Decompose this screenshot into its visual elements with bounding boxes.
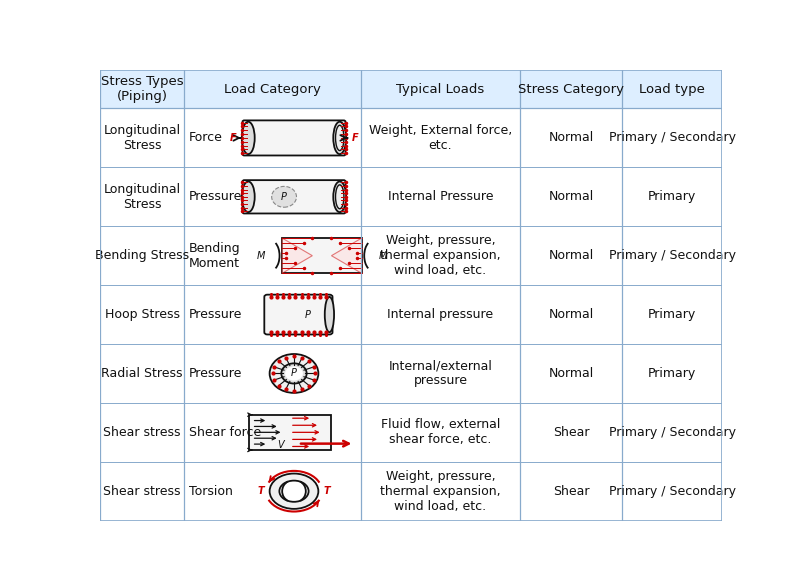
Ellipse shape — [334, 122, 346, 154]
Text: V: V — [277, 441, 283, 450]
Bar — [100, 70, 722, 108]
Text: Normal: Normal — [549, 132, 593, 144]
Text: P: P — [305, 309, 310, 319]
Circle shape — [279, 481, 309, 502]
Ellipse shape — [282, 363, 306, 384]
Text: Typical Loads: Typical Loads — [396, 83, 484, 96]
Ellipse shape — [334, 181, 346, 212]
Text: Normal: Normal — [549, 367, 593, 380]
Text: Bending
Moment: Bending Moment — [189, 242, 241, 270]
Bar — [100, 285, 722, 344]
Bar — [249, 415, 330, 450]
Text: Pressure: Pressure — [189, 190, 242, 204]
Text: P: P — [282, 192, 287, 202]
Text: T: T — [257, 486, 265, 496]
Ellipse shape — [242, 181, 255, 212]
Text: Internal pressure: Internal pressure — [387, 308, 493, 321]
Bar — [100, 344, 722, 403]
Polygon shape — [282, 238, 312, 273]
Text: Shear: Shear — [553, 426, 589, 439]
Ellipse shape — [335, 125, 344, 150]
Text: Force: Force — [189, 132, 223, 144]
Text: Pressure: Pressure — [189, 308, 242, 321]
FancyBboxPatch shape — [242, 121, 346, 156]
Text: T: T — [323, 486, 330, 496]
FancyBboxPatch shape — [242, 180, 346, 214]
Text: Load type: Load type — [639, 83, 705, 96]
Text: Primary: Primary — [648, 190, 696, 204]
Text: Internal/external
pressure: Internal/external pressure — [389, 359, 492, 387]
Ellipse shape — [335, 185, 344, 209]
Circle shape — [269, 473, 318, 509]
Text: Internal Pressure: Internal Pressure — [388, 190, 493, 204]
Text: Shear: Shear — [553, 485, 589, 498]
Text: Weight, pressure,
thermal expansion,
wind load, etc.: Weight, pressure, thermal expansion, win… — [380, 234, 501, 277]
Bar — [100, 108, 722, 167]
Text: Primary / Secondary: Primary / Secondary — [609, 132, 735, 144]
Text: Normal: Normal — [549, 308, 593, 321]
Text: Shear stress: Shear stress — [103, 426, 181, 439]
Text: Normal: Normal — [549, 249, 593, 262]
Text: F: F — [351, 133, 358, 143]
Text: Weight, pressure,
thermal expansion,
wind load, etc.: Weight, pressure, thermal expansion, win… — [380, 470, 501, 512]
Polygon shape — [331, 238, 362, 273]
FancyBboxPatch shape — [265, 295, 333, 335]
Text: Pressure: Pressure — [189, 367, 242, 380]
Text: Primary / Secondary: Primary / Secondary — [609, 249, 735, 262]
Text: P: P — [291, 369, 297, 378]
Text: Weight, External force,
etc.: Weight, External force, etc. — [369, 124, 512, 152]
Text: Hoop Stress: Hoop Stress — [105, 308, 180, 321]
Ellipse shape — [286, 366, 303, 380]
Text: M: M — [257, 251, 265, 261]
Text: Radial Stress: Radial Stress — [102, 367, 183, 380]
Ellipse shape — [325, 297, 334, 332]
Text: Stress Types
(Piping): Stress Types (Piping) — [101, 75, 184, 104]
Text: Shear stress: Shear stress — [103, 485, 181, 498]
Text: Longitudinal
Stress: Longitudinal Stress — [103, 124, 180, 152]
Ellipse shape — [269, 354, 318, 393]
Bar — [100, 226, 722, 285]
Bar — [100, 462, 722, 521]
Text: Longitudinal
Stress: Longitudinal Stress — [103, 183, 180, 211]
Bar — [100, 403, 722, 462]
Text: Primary: Primary — [648, 308, 696, 321]
Text: Primary / Secondary: Primary / Secondary — [609, 426, 735, 439]
Text: Stress Category: Stress Category — [518, 83, 624, 96]
Text: Fluid flow, external
shear force, etc.: Fluid flow, external shear force, etc. — [381, 418, 500, 446]
Text: M: M — [379, 251, 387, 261]
Text: F: F — [230, 133, 237, 143]
Text: Normal: Normal — [549, 190, 593, 204]
Ellipse shape — [242, 122, 255, 154]
Text: Torsion: Torsion — [189, 485, 233, 498]
Text: Primary: Primary — [648, 367, 696, 380]
Text: Shear force: Shear force — [189, 426, 261, 439]
Bar — [282, 238, 362, 273]
Ellipse shape — [272, 187, 297, 207]
Text: Primary / Secondary: Primary / Secondary — [609, 485, 735, 498]
Text: Bending Stress: Bending Stress — [95, 249, 189, 262]
Text: Load Category: Load Category — [225, 83, 321, 96]
Bar — [100, 167, 722, 226]
